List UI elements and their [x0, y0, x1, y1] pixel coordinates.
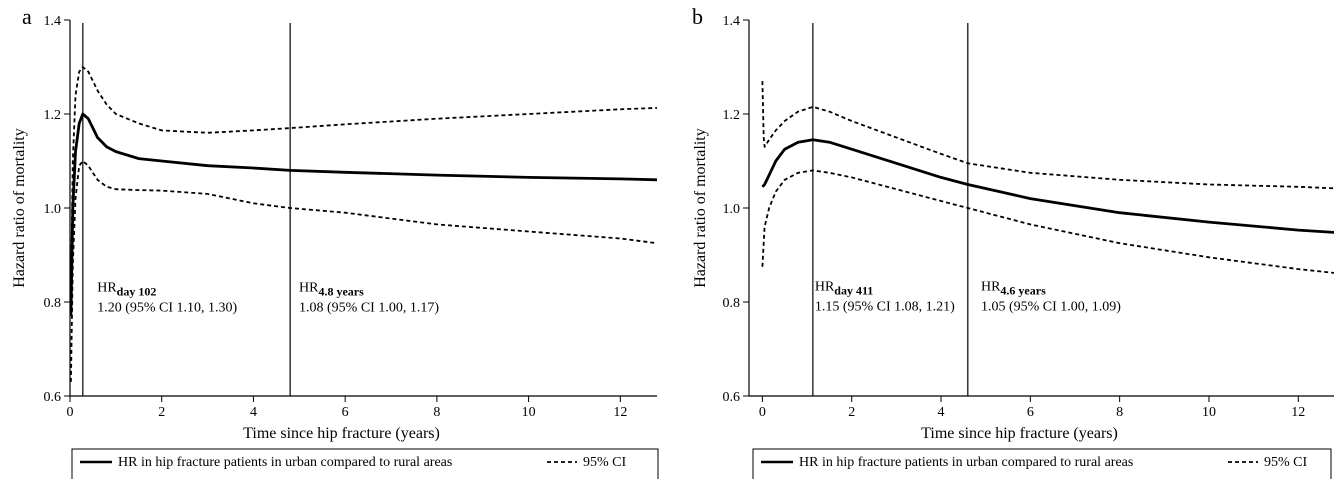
legend-label-hr: HR in hip fracture patients in urban com…: [118, 455, 452, 470]
ci-line-2: [70, 160, 658, 382]
y-tick-label: 0.8: [723, 296, 741, 311]
annotation-value: 1.08 (95% CI 1.00, 1.17): [299, 301, 439, 316]
annotation-value: 1.05 (95% CI 1.00, 1.09): [981, 299, 1121, 314]
x-tick-label: 10: [1202, 405, 1216, 420]
annotation-subscript: day 102: [117, 285, 157, 299]
x-axis-title: Time since hip fracture (years): [243, 425, 440, 442]
annotation-subscript: 4.8 years: [318, 285, 364, 299]
y-axis-title: Hazard ratio of mortality: [692, 128, 709, 288]
annotation-hr: HR: [299, 281, 319, 296]
annotation-title: HRday 102: [97, 281, 156, 299]
y-tick-label: 1.0: [44, 202, 62, 217]
y-tick-label: 0.6: [44, 390, 62, 405]
x-tick-label: 0: [67, 405, 74, 420]
x-axis-title: Time since hip fracture (years): [921, 425, 1118, 442]
y-tick-label: 1.2: [44, 108, 62, 123]
chart-a: 0 2 4 6 8 10 12 0.6 0.8 1.0 1.2 1.4 Time since hip f…: [11, 14, 659, 479]
annotation-hr: HR: [981, 279, 1001, 294]
legend-label-hr: HR in hip fracture patients in urban com…: [799, 455, 1133, 470]
ci-line-1: [70, 66, 658, 298]
legend-box: [71, 448, 659, 479]
annotation-title: HR4.6 years: [981, 279, 1046, 297]
hr-line: [69, 112, 658, 317]
legend-box: [752, 448, 1332, 479]
x-tick-label: 10: [522, 405, 536, 420]
annotation-value: 1.15 (95% CI 1.08, 1.21): [815, 299, 955, 314]
x-tick-label: 6: [342, 405, 349, 420]
annotation-title: HR4.8 years: [299, 281, 364, 299]
y-tick-label: 1.2: [723, 108, 741, 123]
annotation-value: 1.20 (95% CI 1.10, 1.30): [97, 301, 237, 316]
chart-b: 0 2 4 6 8 10 12 0.6 0.8 1.0 1.2 1.4 Time since hip f…: [692, 14, 1334, 479]
x-tick-label: 4: [938, 405, 945, 420]
y-tick-label: 1.0: [723, 202, 741, 217]
x-tick-label: 0: [759, 405, 766, 420]
y-tick-label: 1.4: [44, 14, 62, 29]
x-tick-label: 6: [1027, 405, 1034, 420]
annotation-subscript: 4.6 years: [1000, 283, 1046, 297]
x-tick-label: 2: [158, 405, 165, 420]
x-tick-label: 12: [613, 405, 627, 420]
y-tick-label: 1.4: [723, 14, 741, 29]
annotation-title: HRday 411: [815, 279, 873, 297]
x-tick-label: 8: [433, 405, 440, 420]
x-tick-label: 4: [250, 405, 257, 420]
hr-line: [761, 138, 1334, 234]
ci-line-2: [761, 169, 1334, 274]
y-tick-label: 0.8: [44, 296, 62, 311]
panel-b-label: b: [692, 4, 703, 29]
legend-label-ci: 95% CI: [1264, 455, 1308, 470]
panel-a-label: a: [22, 4, 32, 29]
annotation-subscript: day 411: [834, 283, 873, 297]
y-tick-label: 0.6: [723, 390, 741, 405]
legend-label-ci: 95% CI: [583, 455, 627, 470]
x-tick-label: 8: [1116, 405, 1123, 420]
ci-line-1: [761, 81, 1334, 190]
y-axis-title: Hazard ratio of mortality: [11, 128, 28, 288]
annotation-hr: HR: [815, 279, 835, 294]
annotation-hr: HR: [97, 281, 117, 296]
x-tick-label: 12: [1291, 405, 1305, 420]
x-tick-label: 2: [848, 405, 855, 420]
